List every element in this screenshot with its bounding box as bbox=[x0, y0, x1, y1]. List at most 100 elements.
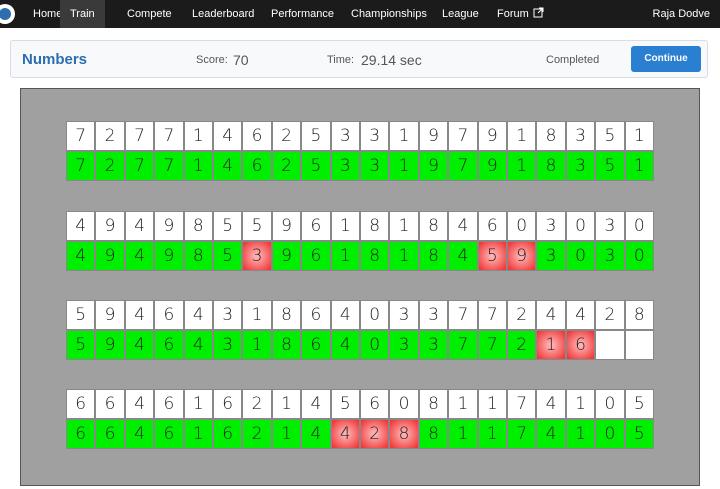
target-digit: 0 bbox=[507, 211, 537, 241]
recall-digit: 0 bbox=[565, 241, 596, 271]
recall-digit: 3 bbox=[213, 330, 243, 360]
recall-digit: 7 bbox=[154, 151, 184, 181]
target-digit: 4 bbox=[330, 300, 360, 330]
target-digit: 0 bbox=[565, 211, 596, 241]
recall-digit: 3 bbox=[330, 151, 360, 181]
target-digit: 0 bbox=[595, 389, 625, 419]
recall-digit: 0 bbox=[624, 241, 654, 271]
target-digit: 8 bbox=[536, 121, 566, 151]
target-digit: 5 bbox=[595, 121, 625, 151]
recall-digit: 4 bbox=[301, 419, 331, 449]
recall-digit: 4 bbox=[124, 241, 155, 271]
target-digit: 7 bbox=[448, 121, 478, 151]
external-icon bbox=[533, 7, 544, 18]
target-digit: 9 bbox=[418, 121, 449, 151]
recall-digit: 1 bbox=[507, 151, 537, 181]
nav-item[interactable]: Train bbox=[60, 0, 105, 28]
target-digit: 0 bbox=[360, 300, 390, 330]
recall-digit: 1 bbox=[242, 330, 272, 360]
nav-item[interactable]: Performance bbox=[271, 8, 334, 20]
recall-digit: 6 bbox=[154, 419, 184, 449]
target-digit: 6 bbox=[154, 300, 184, 330]
recall-digit: 1 bbox=[565, 419, 596, 449]
nav-bar: Raja Dodve Home Train Compete Leaderboard Pe… bbox=[0, 0, 720, 28]
target-digit: 1 bbox=[242, 300, 272, 330]
continue-button[interactable]: Continue bbox=[631, 46, 701, 72]
target-digit: 7 bbox=[154, 121, 184, 151]
nav-item[interactable]: Forum bbox=[487, 0, 554, 28]
target-digit: 6 bbox=[213, 389, 243, 419]
target-digit: 8 bbox=[418, 389, 449, 419]
target-digit: 7 bbox=[66, 121, 96, 151]
target-digit: 2 bbox=[595, 300, 625, 330]
target-digit: 4 bbox=[124, 300, 155, 330]
recall-digit: 7 bbox=[448, 151, 478, 181]
nav-item[interactable]: League bbox=[442, 8, 479, 20]
recall-digit: 5 bbox=[301, 151, 331, 181]
recall-digit: 7 bbox=[477, 330, 507, 360]
recall-digit: 8 bbox=[418, 241, 449, 271]
target-digit: 1 bbox=[565, 389, 596, 419]
target-digit: 4 bbox=[301, 389, 331, 419]
target-digit: 4 bbox=[124, 211, 155, 241]
recall-digit: 5 bbox=[624, 419, 654, 449]
nav-item[interactable]: Championships bbox=[351, 8, 427, 20]
header-card: Numbers Score: 70 Time: 29.14 sec Comple… bbox=[10, 40, 708, 78]
recall-digit: 7 bbox=[124, 151, 155, 181]
target-digit: 6 bbox=[242, 121, 272, 151]
target-digit: 9 bbox=[271, 211, 302, 241]
recall-digit: 1 bbox=[183, 151, 213, 181]
recall-digit: 9 bbox=[418, 151, 449, 181]
target-digit: 1 bbox=[389, 211, 419, 241]
recall-digit bbox=[624, 330, 654, 360]
target-digit: 6 bbox=[477, 211, 507, 241]
recall-digit: 3 bbox=[565, 151, 596, 181]
target-digit: 9 bbox=[95, 211, 125, 241]
recall-digit: 5 bbox=[213, 241, 243, 271]
target-digit: 1 bbox=[507, 121, 537, 151]
target-digit: 8 bbox=[360, 211, 390, 241]
recall-digit: 5 bbox=[595, 151, 625, 181]
nav-item[interactable]: Leaderboard bbox=[192, 8, 255, 20]
target-digit: 6 bbox=[360, 389, 390, 419]
recall-digit: 8 bbox=[183, 241, 213, 271]
target-digit: 4 bbox=[565, 300, 596, 330]
nav-item[interactable]: Compete bbox=[127, 8, 172, 20]
target-digit: 9 bbox=[95, 300, 125, 330]
logo[interactable] bbox=[0, 3, 16, 25]
target-digit: 5 bbox=[330, 389, 360, 419]
target-digit: 3 bbox=[418, 300, 449, 330]
recall-digit: 8 bbox=[271, 330, 302, 360]
target-digit: 9 bbox=[477, 121, 507, 151]
recall-digit bbox=[595, 330, 625, 360]
target-digit: 1 bbox=[448, 389, 478, 419]
target-digit: 1 bbox=[330, 211, 360, 241]
recall-digit: 9 bbox=[477, 151, 507, 181]
recall-digit: 4 bbox=[66, 241, 96, 271]
target-digit: 3 bbox=[360, 121, 390, 151]
target-digit: 6 bbox=[301, 300, 331, 330]
target-digit: 5 bbox=[301, 121, 331, 151]
status: Completed bbox=[546, 54, 600, 66]
recall-digit: 6 bbox=[95, 419, 125, 449]
target-digit: 4 bbox=[448, 211, 478, 241]
recall-digit: 4 bbox=[536, 419, 566, 449]
target-digit: 3 bbox=[536, 211, 566, 241]
recall-digit: 4 bbox=[330, 419, 360, 449]
score-label: Score: bbox=[196, 54, 228, 66]
user-name[interactable]: Raja Dodve bbox=[652, 8, 710, 20]
target-digit: 1 bbox=[183, 389, 213, 419]
recall-digit: 9 bbox=[154, 241, 184, 271]
time: 29.14 sec bbox=[361, 52, 422, 68]
target-digit: 2 bbox=[95, 121, 125, 151]
nav-item[interactable]: Home bbox=[33, 8, 63, 20]
target-digit: 4 bbox=[66, 211, 96, 241]
target-digit: 6 bbox=[95, 389, 125, 419]
target-digit: 1 bbox=[183, 121, 213, 151]
recall-digit: 1 bbox=[330, 241, 360, 271]
target-digit: 4 bbox=[183, 300, 213, 330]
recall-digit: 4 bbox=[448, 241, 478, 271]
target-digit: 4 bbox=[536, 300, 566, 330]
